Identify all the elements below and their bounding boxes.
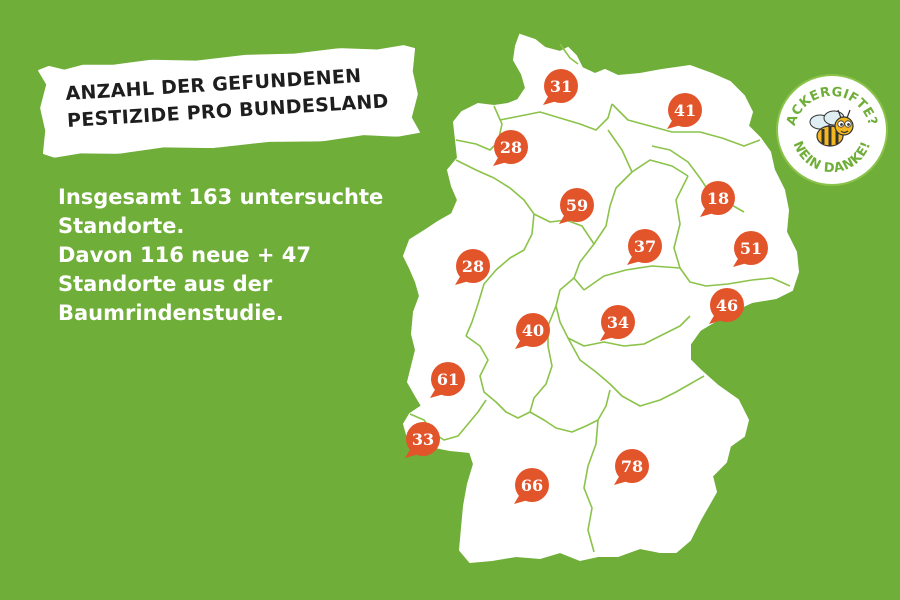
marker-circle	[601, 305, 635, 339]
marker-value: 66	[521, 476, 543, 495]
marker-tail	[515, 339, 529, 349]
marker-bremen: 28	[493, 130, 528, 166]
marker-mecklenburg-vorpommern: 41	[667, 93, 702, 129]
marker-circle	[431, 362, 465, 396]
state-markers: 31 41 28 59 18 51 37 28 46 34 40 61 33 78 66	[405, 69, 768, 504]
marker-value: 33	[412, 430, 434, 449]
info-line-5: Baumrindenstudie.	[58, 301, 284, 325]
marker-bayern: 78	[614, 449, 649, 485]
marker-value: 34	[607, 313, 629, 332]
marker-circle	[560, 188, 594, 222]
marker-circle	[456, 249, 490, 283]
marker-nordrhein-westfalen: 28	[455, 249, 490, 285]
marker-tail	[627, 255, 641, 265]
ackergifte-badge: ACKERGIFTE? NEIN DANKE!	[776, 74, 888, 186]
marker-baden-wuerttemberg: 66	[514, 468, 549, 504]
marker-tail	[667, 119, 681, 129]
marker-circle	[628, 229, 662, 263]
marker-tail	[559, 214, 573, 224]
marker-value: 46	[716, 296, 738, 315]
badge-graphic: ACKERGIFTE? NEIN DANKE!	[784, 85, 879, 177]
marker-sachsen: 46	[709, 288, 744, 324]
marker-tail	[700, 207, 714, 217]
marker-tail	[543, 95, 557, 105]
info-line-2: Standorte.	[58, 214, 185, 238]
germany-outline	[402, 33, 800, 564]
marker-value: 41	[674, 101, 696, 120]
state-borders	[409, 43, 791, 553]
marker-tail	[430, 388, 444, 398]
marker-hessen: 40	[515, 313, 550, 349]
marker-circle	[494, 130, 528, 164]
marker-value: 51	[740, 239, 762, 258]
marker-tail	[514, 494, 528, 504]
marker-value: 37	[634, 237, 656, 256]
marker-tail	[493, 156, 507, 166]
marker-value: 59	[566, 196, 588, 215]
marker-circle	[406, 422, 440, 456]
marker-thueringen: 34	[600, 305, 635, 341]
marker-circle	[710, 288, 744, 322]
marker-circle	[516, 313, 550, 347]
marker-tail	[709, 314, 723, 324]
marker-brandenburg: 51	[733, 231, 768, 267]
marker-circle	[544, 69, 578, 103]
bee-icon	[809, 109, 854, 147]
info-line-3: Davon 116 neue + 47	[58, 243, 311, 267]
marker-circle	[701, 181, 735, 215]
marker-berlin: 18	[700, 181, 735, 217]
marker-tail	[733, 257, 747, 267]
info-line-1: Insgesamt 163 untersuchte	[58, 185, 384, 209]
marker-tail	[455, 275, 469, 285]
marker-value: 78	[621, 457, 643, 476]
marker-circle	[668, 93, 702, 127]
marker-value: 28	[462, 257, 484, 276]
marker-tail	[405, 448, 419, 458]
marker-value: 31	[550, 77, 572, 96]
marker-rheinland-pfalz: 61	[430, 362, 465, 398]
marker-tail	[614, 475, 628, 485]
marker-sachsen-anhalt: 37	[627, 229, 662, 265]
marker-schleswig-holstein: 31	[543, 69, 578, 105]
marker-value: 61	[437, 370, 459, 389]
info-text: Insgesamt 163 untersuchte Standorte. Dav…	[58, 183, 418, 328]
marker-circle	[734, 231, 768, 265]
marker-circle	[615, 449, 649, 483]
marker-circle	[515, 468, 549, 502]
marker-value: 40	[522, 321, 544, 340]
marker-niedersachsen: 59	[559, 188, 594, 224]
marker-value: 28	[500, 138, 522, 157]
marker-tail	[600, 331, 614, 341]
marker-value: 18	[707, 189, 729, 208]
info-line-4: Standorte aus der	[58, 272, 273, 296]
marker-saarland: 33	[405, 422, 440, 458]
